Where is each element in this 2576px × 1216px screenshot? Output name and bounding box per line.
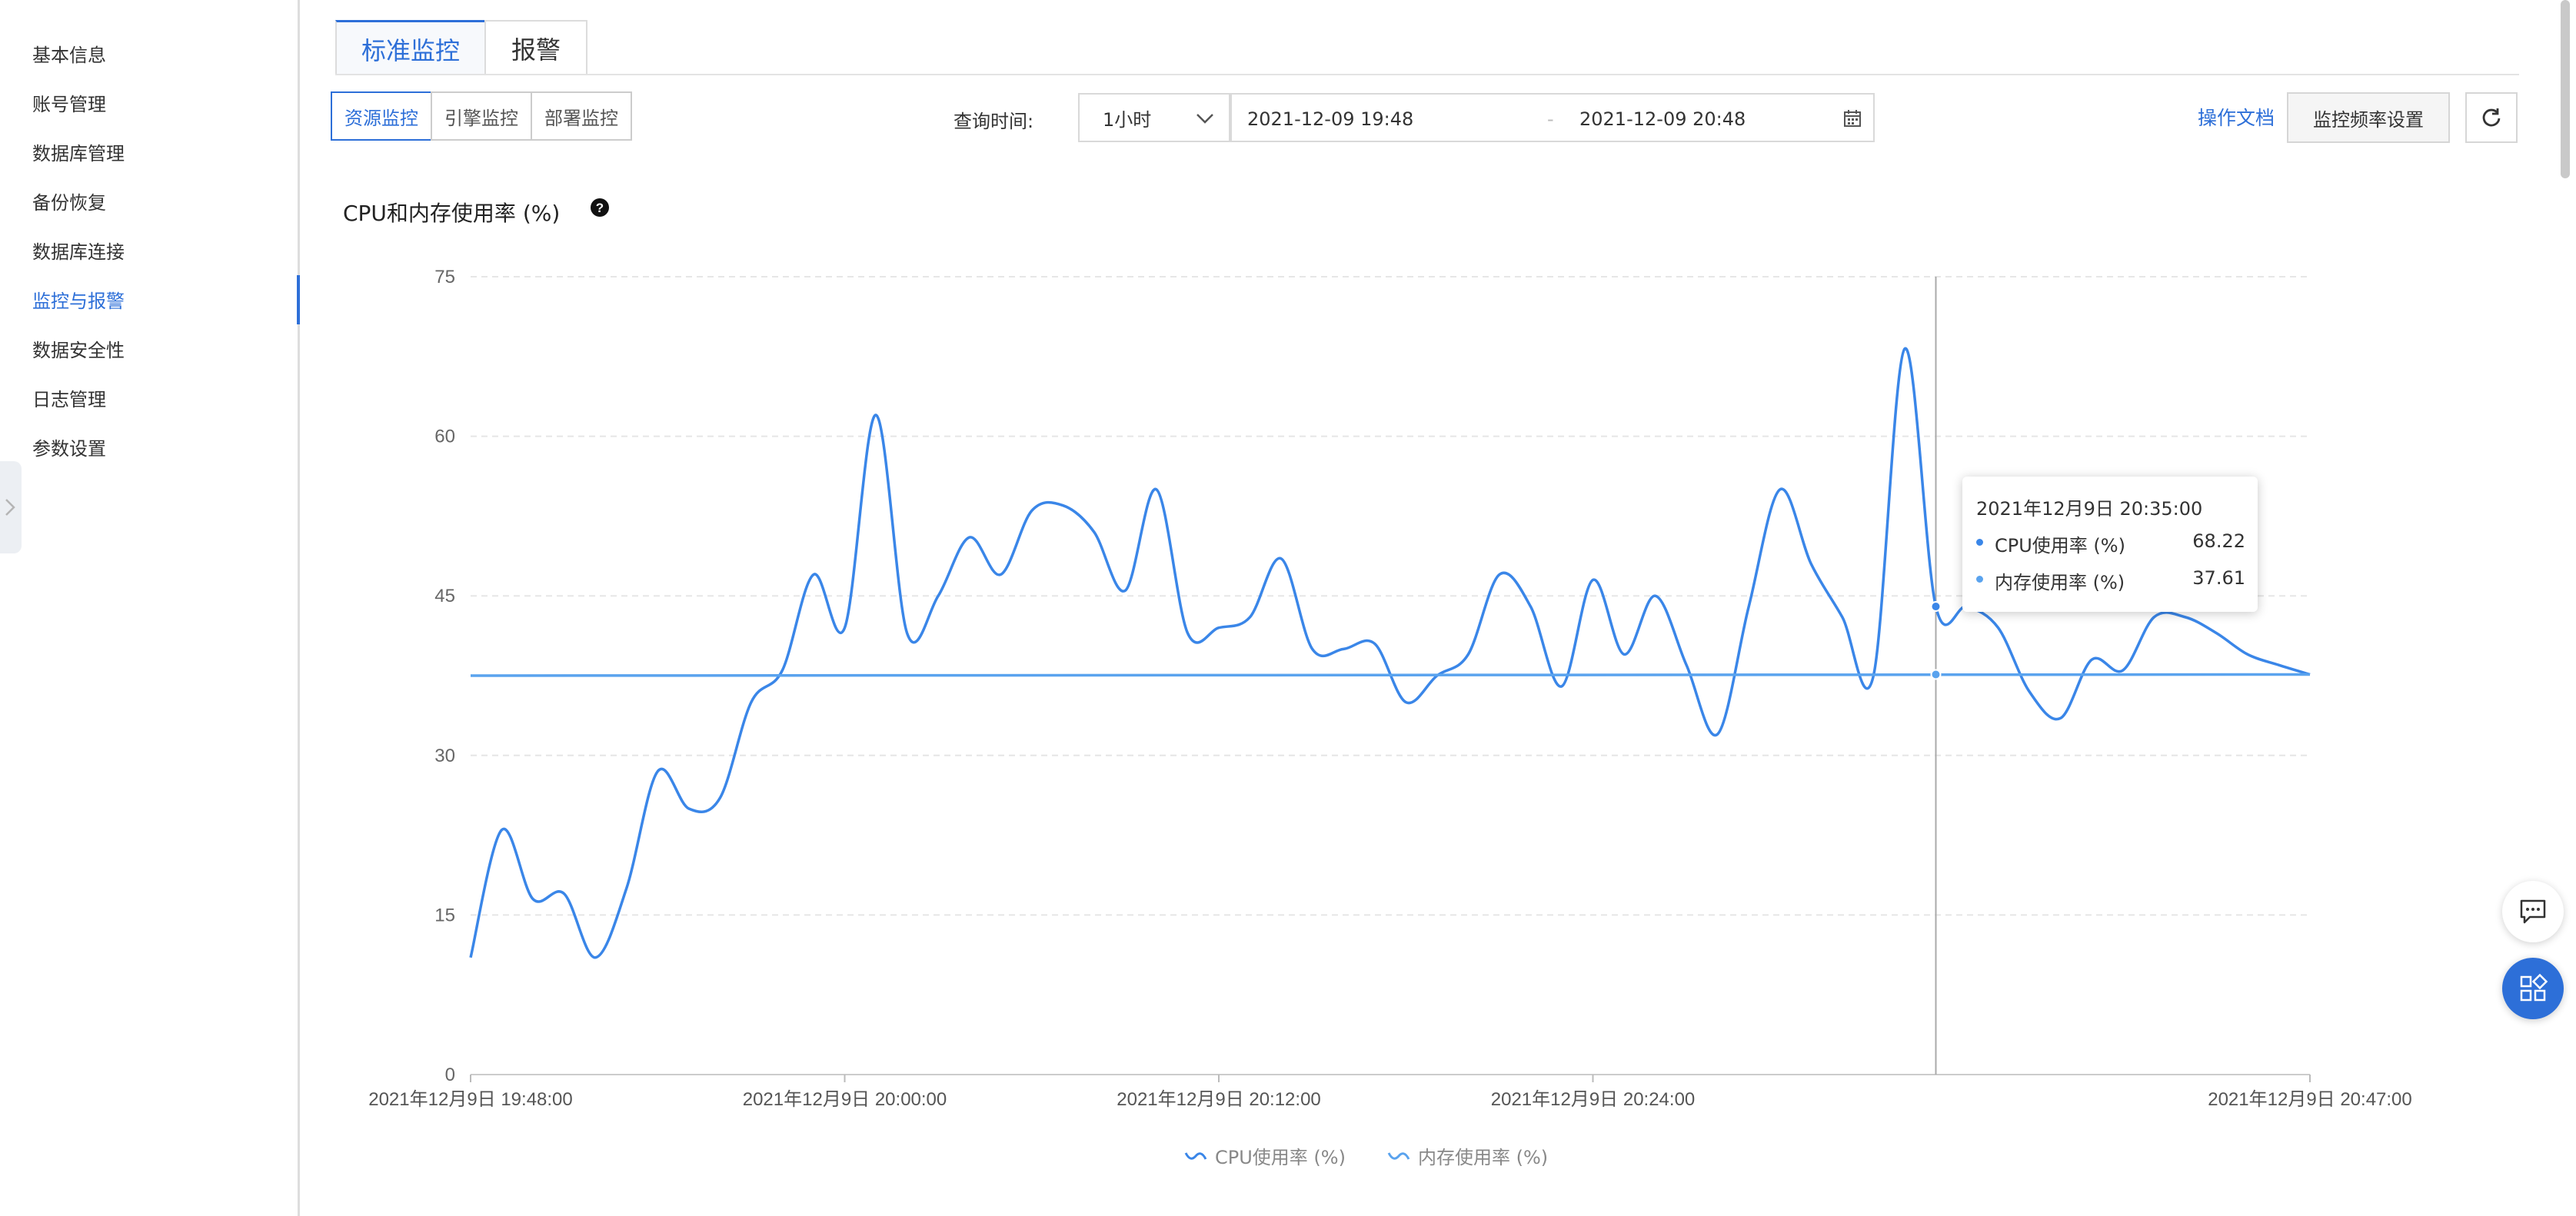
sidebar-item-security[interactable]: 数据安全性 (32, 340, 125, 361)
chevron-down-icon (1196, 114, 1213, 124)
tooltip-row-cpu: CPU使用率 (%) 68.22 (1976, 530, 2245, 557)
tooltip-name-cpu: CPU使用率 (%) (1995, 535, 2125, 557)
chat-icon (2520, 899, 2546, 924)
x-tick-label: 2021年12月9日 19:48:00 (368, 1089, 573, 1110)
tooltip-time: 2021年12月9日 20:35:00 (1976, 498, 2203, 520)
calendar-icon[interactable] (1842, 108, 1862, 128)
end-time-field[interactable]: 2021-12-09 20:48 (1579, 108, 1746, 130)
subtab-deployment-monitoring[interactable]: 部署监控 (531, 91, 632, 141)
y-tick-label: 0 (445, 1065, 455, 1085)
subtab-resource-monitoring[interactable]: 资源监控 (331, 91, 432, 141)
legend-label-memory: 内存使用率 (%) (1418, 1147, 1549, 1168)
date-range-picker[interactable]: 2021-12-09 19:48 - 2021-12-09 20:48 (1230, 93, 1875, 142)
tab-divider (335, 74, 2519, 75)
sidebar-item-accounts[interactable]: 账号管理 (32, 94, 106, 115)
legend-label-cpu: CPU使用率 (%) (1215, 1147, 1346, 1168)
y-tick-label: 15 (434, 905, 455, 925)
memory-series-line (470, 673, 2311, 677)
sidebar: 基本信息 账号管理 数据库管理 备份恢复 数据库连接 监控与报警 数据安全性 日… (0, 0, 300, 1216)
tooltip-value-memory: 37.61 (2192, 567, 2245, 589)
tooltip-marker-cpu (1976, 539, 1983, 546)
refresh-icon (2482, 108, 2501, 127)
refresh-button[interactable] (2465, 92, 2518, 143)
time-range-select[interactable]: 1小时 (1078, 93, 1230, 142)
y-tick-label: 30 (434, 746, 455, 766)
sidebar-item-backup[interactable]: 备份恢复 (32, 192, 106, 214)
time-range-value: 1小时 (1103, 108, 1152, 131)
sidebar-item-monitoring[interactable]: 监控与报警 (32, 291, 125, 312)
chart-tooltip: 2021年12月9日 20:35:00 CPU使用率 (%) 68.22 内存使… (1962, 477, 2258, 612)
x-tick-label: 2021年12月9日 20:24:00 (1491, 1089, 1696, 1110)
docs-link[interactable]: 操作文档 (2198, 107, 2275, 129)
sidebar-item-logs[interactable]: 日志管理 (32, 389, 106, 410)
help-icon[interactable]: ? (590, 198, 610, 218)
svg-text:?: ? (596, 201, 604, 215)
x-tick-label: 2021年12月9日 20:12:00 (1117, 1089, 1321, 1110)
legend-item-memory[interactable]: 内存使用率 (%) (1387, 1142, 1548, 1169)
sidebar-active-indicator (297, 275, 300, 324)
sidebar-item-connection[interactable]: 数据库连接 (32, 241, 125, 263)
chart-title: CPU和内存使用率 (%) (343, 201, 561, 226)
sidebar-toggle[interactable] (0, 461, 22, 553)
apps-icon (2520, 973, 2548, 1002)
y-tick-label: 60 (434, 427, 455, 447)
tab-standard-monitoring[interactable]: 标准监控 (335, 20, 486, 75)
sidebar-item-databases[interactable]: 数据库管理 (32, 143, 125, 164)
y-tick-label: 45 (434, 586, 455, 606)
subtab-engine-monitoring[interactable]: 引擎监控 (431, 91, 532, 141)
legend-item-cpu[interactable]: CPU使用率 (%) (1184, 1142, 1346, 1169)
query-time-label: 查询时间: (954, 111, 1034, 132)
page-scrollbar[interactable] (2561, 0, 2570, 178)
line-series-icon (1387, 1151, 1410, 1160)
cpu-hover-point (1930, 601, 1942, 613)
memory-hover-point (1930, 669, 1942, 680)
sidebar-item-basic-info[interactable]: 基本信息 (32, 45, 106, 66)
line-series-icon (1184, 1151, 1207, 1160)
chat-button[interactable] (2502, 881, 2564, 942)
date-separator: - (1547, 108, 1554, 130)
monitor-frequency-button[interactable]: 监控频率设置 (2287, 92, 2450, 143)
x-tick-label: 2021年12月9日 20:00:00 (743, 1089, 947, 1110)
apps-button[interactable] (2502, 958, 2564, 1019)
chevron-right-icon (5, 499, 15, 516)
tooltip-value-cpu: 68.22 (2192, 530, 2245, 552)
tooltip-name-memory: 内存使用率 (%) (1995, 572, 2125, 593)
cpu-series-line (469, 347, 2311, 959)
tab-alerts[interactable]: 报警 (484, 20, 587, 75)
start-time-field[interactable]: 2021-12-09 19:48 (1247, 108, 1414, 130)
y-tick-label: 75 (434, 267, 455, 287)
x-tick-label: 2021年12月9日 20:47:00 (2208, 1089, 2412, 1110)
tooltip-marker-memory (1976, 576, 1983, 583)
tooltip-row-memory: 内存使用率 (%) 37.61 (1976, 567, 2245, 593)
sidebar-item-params[interactable]: 参数设置 (32, 438, 106, 460)
